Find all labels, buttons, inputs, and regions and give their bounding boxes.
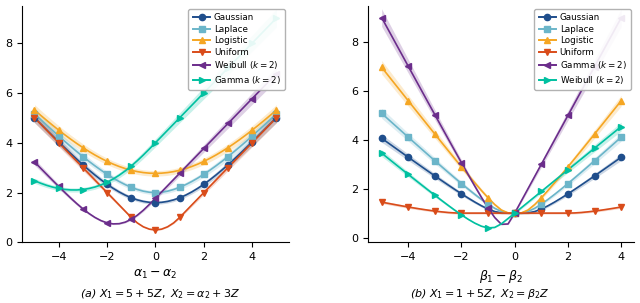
Legend: Gaussian, Laplace, Logistic, Uniform, Weibull $(k=2)$, Gamma $(k=2)$: Gaussian, Laplace, Logistic, Uniform, We… — [188, 9, 285, 90]
Legend: Gaussian, Laplace, Logistic, Uniform, Gamma $(k = 2)$, Weibull $(k = 2)$: Gaussian, Laplace, Logistic, Uniform, Ga… — [534, 9, 631, 90]
X-axis label: $\beta_1 - \beta_2$: $\beta_1 - \beta_2$ — [479, 268, 524, 285]
Text: (a) $X_1 = 5+5Z,\ X_2 = \alpha_2+3Z$: (a) $X_1 = 5+5Z,\ X_2 = \alpha_2+3Z$ — [80, 287, 240, 301]
Text: (b) $X_1 = 1 + 5Z,\ X_2 = \beta_2 Z$: (b) $X_1 = 1 + 5Z,\ X_2 = \beta_2 Z$ — [410, 287, 550, 301]
X-axis label: $\alpha_1 - \alpha_2$: $\alpha_1 - \alpha_2$ — [133, 268, 178, 281]
